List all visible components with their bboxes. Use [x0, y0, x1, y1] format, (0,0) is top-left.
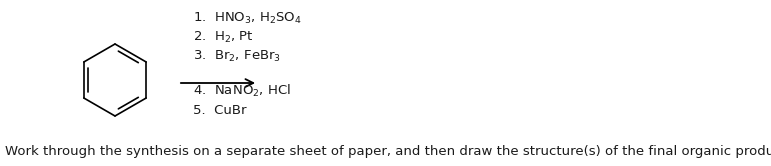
Text: 4.  NaNO$_2$, HCl: 4. NaNO$_2$, HCl — [193, 83, 291, 99]
Text: 1.  HNO$_3$, H$_2$SO$_4$: 1. HNO$_3$, H$_2$SO$_4$ — [193, 10, 301, 26]
Text: 5.  CuBr: 5. CuBr — [193, 103, 247, 117]
Text: 2.  H$_2$, Pt: 2. H$_2$, Pt — [193, 29, 254, 44]
Text: Work through the synthesis on a separate sheet of paper, and then draw the struc: Work through the synthesis on a separate… — [5, 145, 771, 158]
Text: 3.  Br$_2$, FeBr$_3$: 3. Br$_2$, FeBr$_3$ — [193, 48, 281, 64]
